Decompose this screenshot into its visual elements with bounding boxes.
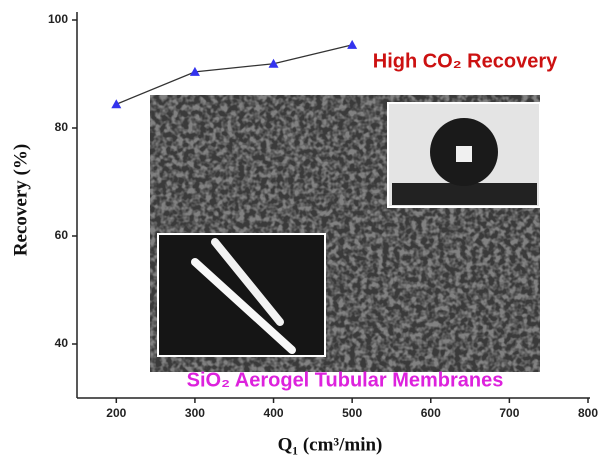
x-tick-label: 700 [499,406,519,420]
y-tick-label: 40 [55,336,69,350]
y-tick-label: 80 [55,120,69,134]
x-tick-label: 500 [342,406,362,420]
x-tick-label: 400 [264,406,284,420]
y-axis-label: Recovery (%) [10,144,31,256]
x-tick-label: 200 [106,406,126,420]
y-tick-label: 100 [48,12,68,26]
x-tick-label: 800 [578,406,598,420]
membrane-photo [158,234,325,356]
x-tick-label: 300 [185,406,205,420]
chart: Q₁ (cm³/min) Recovery (%) High CO₂ Recov… [0,0,598,463]
marker [111,99,121,108]
x-tick-label: 600 [421,406,441,420]
annotation: SiO₂ Aerogel Tubular Membranes [187,369,504,391]
contact-angle-photo [388,103,540,207]
y-tick-label: 60 [55,228,69,242]
marker [347,40,357,49]
x-axis-label: Q₁ (cm³/min) [278,434,383,455]
annotation: High CO₂ Recovery [373,50,558,72]
